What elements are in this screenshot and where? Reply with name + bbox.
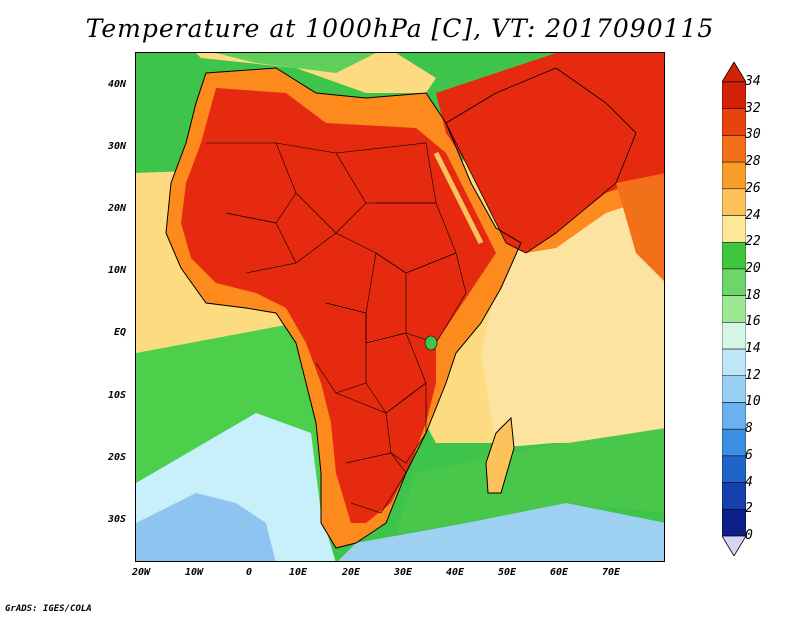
colorbar-swatch: [722, 509, 746, 537]
colorbar-swatch: [722, 268, 746, 296]
europe-green: [216, 53, 376, 73]
colorbar-tick-label: 4: [745, 474, 753, 490]
colorbar-swatch: [722, 241, 746, 270]
colorbar-tick-label: 24: [745, 207, 761, 223]
colorbar-tick-label: 2: [745, 501, 753, 517]
lat-label-20n: 20N: [107, 203, 126, 214]
lake-victoria: [424, 335, 438, 351]
temperature-map: [135, 52, 665, 562]
colorbar-swatch: [722, 188, 746, 216]
lat-label-30n: 30N: [107, 141, 126, 152]
colorbar-tick-label: 20: [745, 260, 761, 276]
colorbar-tick-label: 6: [745, 447, 753, 463]
colorbar-swatch: [722, 428, 746, 457]
coastline: [165, 67, 522, 549]
colorbar-tick-label: 0: [745, 528, 753, 543]
lat-label-30s: 30S: [107, 514, 126, 525]
africa-land-hot: [181, 88, 496, 523]
colorbar-tick-label: 34: [745, 74, 761, 89]
colorbar-bottom-arrow: [722, 535, 746, 556]
india-land: [616, 173, 664, 281]
map-canvas: [136, 53, 664, 561]
colorbar-tick-label: 28: [745, 154, 761, 170]
lon-label-10w: 10W: [185, 567, 204, 578]
colorbar-swatch: [722, 161, 746, 190]
colorbar-swatch: [722, 322, 746, 350]
arabia-outline: [445, 67, 637, 254]
ocean-south-indian-green: [396, 428, 664, 533]
colorbar-tick-label: 8: [745, 421, 753, 437]
colorbar-tick-label: 12: [745, 367, 761, 383]
colorbar-swatch: [722, 81, 746, 109]
country-borders: [206, 142, 467, 514]
lon-label-30e: 30E: [394, 567, 413, 578]
lat-label-40n: 40N: [107, 79, 126, 90]
chart-title: Temperature at 1000hPa [C], VT: 20170901…: [85, 14, 715, 43]
lon-label-0: 0: [246, 567, 253, 578]
colorbar-tick-label: 22: [745, 234, 761, 250]
lon-label-60e: 60E: [550, 567, 569, 578]
colorbar-tick-label: 26: [745, 180, 761, 196]
colorbar-tick-label: 18: [745, 287, 761, 303]
ocean-south-indian-cool: [338, 503, 664, 561]
colorbar-swatch: [722, 135, 746, 163]
colorbar-tick-label: 16: [745, 314, 761, 330]
colorbar: [722, 62, 746, 556]
colorbar-tick-label: 14: [745, 341, 761, 357]
colorbar-swatch: [722, 215, 746, 243]
colorbar-swatch: [722, 348, 746, 377]
madagascar-outline: [485, 416, 515, 494]
colorbar-swatch: [722, 295, 746, 323]
credit-text: GrADS: IGES/COLA: [5, 604, 92, 614]
lat-label-10s: 10S: [107, 390, 126, 401]
arabia-land: [436, 53, 664, 253]
lon-label-20w: 20W: [132, 567, 151, 578]
lon-label-50e: 50E: [498, 567, 517, 578]
colorbar-swatch: [722, 108, 746, 136]
colorbar-swatch: [722, 375, 746, 403]
colorbar-swatch: [722, 482, 746, 510]
colorbar-tick-label: 10: [745, 394, 761, 410]
madagascar: [486, 418, 514, 493]
red-sea: [433, 151, 484, 245]
lon-label-40e: 40E: [446, 567, 465, 578]
colorbar-top-arrow: [722, 62, 746, 83]
lon-label-70e: 70E: [602, 567, 621, 578]
lat-label-10n: 10N: [107, 265, 126, 276]
ocean-cold-south: [136, 493, 276, 561]
lon-label-10e: 10E: [289, 567, 308, 578]
colorbar-tick-label: 30: [745, 127, 761, 143]
lat-label-20s: 20S: [107, 452, 126, 463]
colorbar-swatch: [722, 455, 746, 483]
lat-label-eq: EQ: [113, 327, 126, 338]
colorbar-swatch: [722, 402, 746, 430]
colorbar-tick-label: 32: [745, 100, 761, 116]
lon-label-20e: 20E: [342, 567, 361, 578]
